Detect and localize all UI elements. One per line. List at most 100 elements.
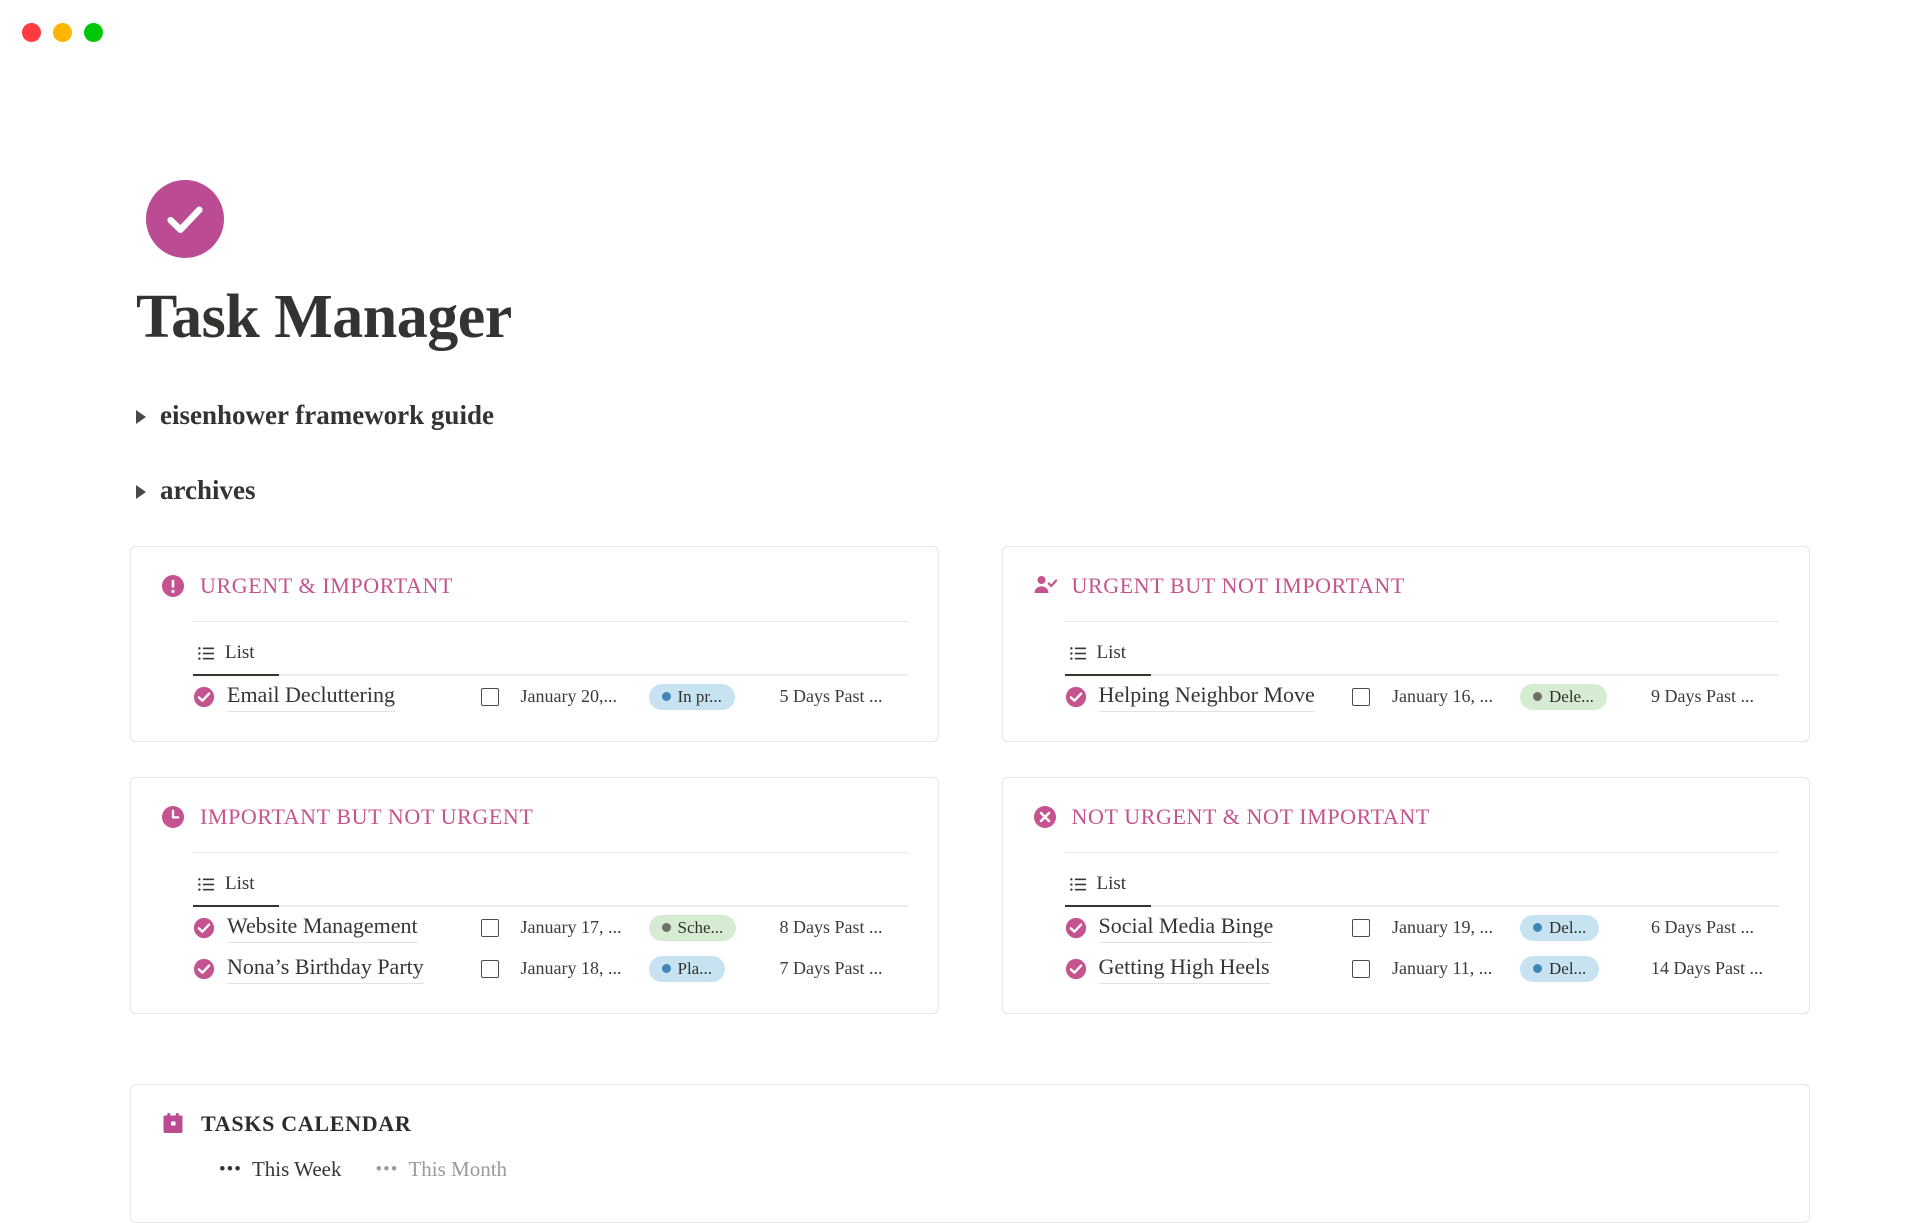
status-badge[interactable]: Del... xyxy=(1520,955,1600,982)
task-status-check-icon[interactable] xyxy=(1065,958,1087,980)
exclamation-circle-icon xyxy=(161,574,185,598)
table-row[interactable]: Nona’s Birthday Party January 18, ... Pl… xyxy=(193,948,908,989)
tabs-underline xyxy=(193,905,908,907)
task-done-checkbox[interactable] xyxy=(1352,959,1370,978)
card-header: URGENT & IMPORTANT xyxy=(161,573,908,599)
status-badge[interactable]: Dele... xyxy=(1520,683,1607,710)
list-icon xyxy=(1069,875,1088,894)
view-tabs: List xyxy=(193,636,908,674)
quadrant-card-urgent-not-important: URGENT BUT NOT IMPORTANT List xyxy=(1001,546,1810,742)
triangle-right-icon[interactable] xyxy=(136,409,146,424)
task-done-checkbox[interactable] xyxy=(1352,918,1370,937)
status-badge[interactable]: In pr... xyxy=(648,683,735,710)
task-done-checkbox[interactable] xyxy=(480,918,499,937)
table-row[interactable]: Website Management January 17, ... Sche.… xyxy=(193,907,908,948)
task-status-check-icon[interactable] xyxy=(1065,686,1087,708)
status-label: Del... xyxy=(1549,958,1587,978)
task-meta: January 17, ... Sche... 8 Days Past ... xyxy=(480,914,908,941)
task-age: 8 Days Past ... xyxy=(779,917,883,937)
card-header: URGENT BUT NOT IMPORTANT xyxy=(1033,573,1780,599)
status-label: Pla... xyxy=(677,958,712,978)
page-title: Task Manager xyxy=(136,283,512,351)
task-age: 9 Days Past ... xyxy=(1651,686,1754,706)
task-name[interactable]: Helping Neighbor Move xyxy=(1098,682,1315,712)
status-label: Del... xyxy=(1549,917,1587,937)
close-button[interactable] xyxy=(22,23,41,42)
eisenhower-matrix: URGENT & IMPORTANT List xyxy=(130,546,1810,1014)
card-title: NOT URGENT & NOT IMPORTANT xyxy=(1071,804,1430,829)
task-age: 14 Days Past ... xyxy=(1651,958,1763,978)
divider xyxy=(1064,621,1779,622)
card-title: URGENT BUT NOT IMPORTANT xyxy=(1071,573,1405,598)
view-tabs: List xyxy=(193,867,908,905)
calendar-title: TASKS CALENDAR xyxy=(201,1111,412,1136)
task-meta: January 16, ... Dele... 9 Days Past ... xyxy=(1352,683,1779,710)
tabs-underline xyxy=(1064,905,1779,907)
task-status-check-icon[interactable] xyxy=(193,686,215,708)
tasks-calendar-card: TASKS CALENDAR ••• This Week ••• This Mo… xyxy=(130,1084,1810,1223)
task-done-checkbox[interactable] xyxy=(480,687,499,706)
task-name[interactable]: Nona’s Birthday Party xyxy=(227,954,424,984)
status-dot-icon xyxy=(661,923,671,932)
task-date: January 17, ... xyxy=(520,917,622,937)
task-status-check-icon[interactable] xyxy=(193,917,215,939)
tab-list[interactable]: List xyxy=(193,867,271,905)
person-check-icon xyxy=(1033,574,1057,598)
minimize-button[interactable] xyxy=(53,23,72,42)
task-date: January 18, ... xyxy=(520,958,622,978)
toggle-eisenhower-framework-guide[interactable]: eisenhower framework guide xyxy=(136,400,494,431)
tab-this-week[interactable]: ••• This Week xyxy=(219,1157,341,1182)
active-tab-indicator xyxy=(193,905,279,907)
card-title: URGENT & IMPORTANT xyxy=(200,573,453,598)
tab-list[interactable]: List xyxy=(193,636,271,674)
task-name[interactable]: Social Media Binge xyxy=(1098,913,1274,943)
toggle-archives[interactable]: archives xyxy=(136,475,256,506)
task-meta: January 18, ... Pla... 7 Days Past ... xyxy=(480,955,908,982)
task-name[interactable]: Getting High Heels xyxy=(1098,954,1270,984)
task-meta: January 11, ... Del... 14 Days Past ... xyxy=(1352,955,1779,982)
task-name[interactable]: Email Decluttering xyxy=(227,682,395,712)
quadrant-card-important-not-urgent: IMPORTANT BUT NOT URGENT List xyxy=(130,777,939,1014)
tabs-underline xyxy=(193,674,908,676)
task-done-checkbox[interactable] xyxy=(480,959,499,978)
task-list: Email Decluttering January 20,... In pr.… xyxy=(193,676,908,717)
status-dot-icon xyxy=(661,964,671,973)
active-tab-indicator xyxy=(193,674,279,676)
status-dot-icon xyxy=(1533,923,1542,932)
calendar-icon xyxy=(161,1112,185,1136)
table-row[interactable]: Helping Neighbor Move January 16, ... De… xyxy=(1065,676,1780,717)
status-dot-icon xyxy=(1533,692,1542,701)
task-date: January 16, ... xyxy=(1392,686,1493,706)
table-row[interactable]: Email Decluttering January 20,... In pr.… xyxy=(193,676,908,717)
task-status-check-icon[interactable] xyxy=(193,958,215,980)
tab-this-month[interactable]: ••• This Month xyxy=(375,1157,507,1182)
task-list: Social Media Binge January 19, ... Del..… xyxy=(1065,907,1780,989)
tab-list[interactable]: List xyxy=(1065,867,1143,905)
x-circle-icon xyxy=(1033,805,1057,829)
status-badge[interactable]: Sche... xyxy=(648,914,737,941)
task-name[interactable]: Website Management xyxy=(227,913,418,943)
task-date: January 11, ... xyxy=(1392,958,1493,978)
status-badge[interactable]: Pla... xyxy=(648,955,725,982)
status-dot-icon xyxy=(661,692,671,701)
tab-list[interactable]: List xyxy=(1065,636,1143,674)
list-icon xyxy=(197,875,216,894)
calendar-header: TASKS CALENDAR xyxy=(161,1111,1779,1137)
quadrant-card-urgent-important: URGENT & IMPORTANT List xyxy=(130,546,939,742)
list-icon xyxy=(1069,644,1088,663)
maximize-button[interactable] xyxy=(84,23,103,42)
table-row[interactable]: Social Media Binge January 19, ... Del..… xyxy=(1065,907,1780,948)
task-status-check-icon[interactable] xyxy=(1065,917,1087,939)
triangle-right-icon[interactable] xyxy=(136,484,146,499)
task-meta: January 20,... In pr... 5 Days Past ... xyxy=(480,683,908,710)
task-done-checkbox[interactable] xyxy=(1352,687,1370,706)
status-badge[interactable]: Del... xyxy=(1520,914,1600,941)
table-row[interactable]: Getting High Heels January 11, ... Del..… xyxy=(1065,948,1780,989)
task-list: Helping Neighbor Move January 16, ... De… xyxy=(1065,676,1780,717)
tab-label: This Week xyxy=(251,1157,342,1181)
list-icon xyxy=(197,644,216,663)
task-date: January 19, ... xyxy=(1392,917,1493,937)
window-controls[interactable] xyxy=(22,23,103,42)
active-tab-indicator xyxy=(1064,905,1151,907)
